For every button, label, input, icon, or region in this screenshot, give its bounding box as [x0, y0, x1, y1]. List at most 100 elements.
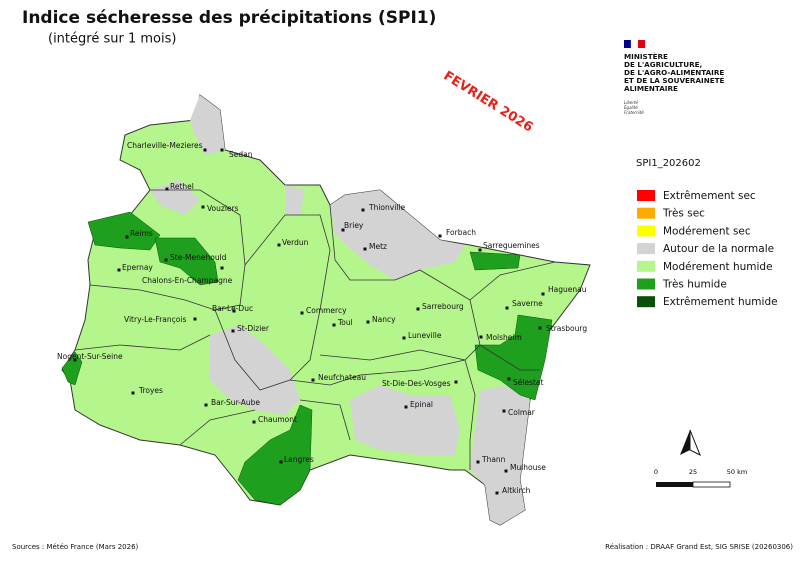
department-borders	[74, 189, 556, 470]
city-dot	[363, 247, 367, 251]
legend-swatch	[637, 278, 655, 290]
legend-label: Extrêmement humide	[663, 296, 778, 308]
city-label: Verdun	[282, 238, 309, 247]
city-label: Molsheim	[486, 333, 522, 342]
legend-swatch	[637, 260, 655, 272]
city-label: Ste-Menehould	[170, 253, 227, 262]
city-label: Strasbourg	[546, 324, 587, 333]
city-label: Forbach	[446, 228, 476, 237]
border	[289, 359, 476, 470]
zone-very-wet	[237, 404, 313, 506]
city-dot	[252, 420, 256, 424]
border	[469, 261, 556, 301]
zone-very-wet	[469, 251, 521, 271]
city-dot	[279, 460, 283, 464]
zone-normal	[350, 385, 460, 455]
scale-label: 25	[689, 468, 697, 476]
city-dot	[341, 228, 345, 232]
logo-line: MINISTÈRE	[624, 52, 668, 61]
city-dot	[507, 377, 511, 381]
city-label: Sarrebourg	[422, 302, 464, 311]
city-dot	[538, 326, 542, 330]
zone-very-wet	[474, 314, 553, 401]
city-label: St-Die-Des-Vosges	[382, 379, 451, 388]
arrow-right	[689, 429, 701, 457]
city-dot	[201, 205, 205, 209]
city-label: Charleville-Mezieres	[127, 141, 203, 150]
city-dot	[165, 187, 169, 191]
city-label: St-Dizier	[237, 324, 270, 333]
logo-motto: Égalité	[624, 105, 638, 110]
city-dot	[204, 403, 208, 407]
city-dot	[220, 148, 224, 152]
logo-line: ALIMENTAIRE	[624, 84, 678, 93]
city-label: Langres	[284, 455, 314, 464]
zone-normal	[330, 190, 465, 280]
city-dot	[164, 258, 168, 262]
flag-red	[638, 40, 645, 48]
city-label: Epinal	[410, 400, 433, 409]
scale-seg	[692, 481, 731, 488]
zone-very-wet	[61, 351, 83, 386]
subtitle: (intégré sur 1 mois)	[48, 32, 176, 47]
legend-label: Très sec	[662, 208, 705, 220]
city-dot	[416, 307, 420, 311]
city-dot	[232, 309, 236, 313]
city-label: Metz	[369, 242, 387, 251]
logo-motto: Liberté	[624, 100, 639, 105]
border	[479, 344, 540, 371]
legend-swatch	[637, 207, 655, 219]
city-label: Neufchateau	[318, 373, 366, 382]
city-dot	[479, 335, 483, 339]
city-label: Thann	[481, 455, 506, 464]
city-dot	[73, 358, 77, 362]
logo-motto: Fraternité	[624, 110, 644, 115]
border	[214, 214, 331, 391]
border	[89, 189, 246, 311]
city-dot	[300, 311, 304, 315]
legend-swatch	[637, 296, 655, 308]
city-dot	[117, 268, 121, 272]
city-dot	[277, 243, 281, 247]
sources: Sources : Météo France (Mars 2026)	[12, 543, 139, 551]
city-dot	[495, 491, 499, 495]
logo-line: DE L'AGRICULTURE,	[624, 60, 702, 69]
city-label: Colmar	[508, 408, 536, 417]
city-dot	[131, 391, 135, 395]
legend-label: Modérement humide	[663, 261, 773, 273]
zone-normal	[210, 325, 300, 415]
normal-zones	[150, 95, 530, 525]
credit: Réalisation : DRAAF Grand Est, SIG SRISE…	[605, 543, 793, 551]
logo-line: ET DE LA SOUVERAINETÉ	[624, 76, 725, 85]
border	[179, 409, 256, 446]
city-label: Vouziers	[207, 204, 239, 213]
zone-normal	[470, 385, 530, 525]
border	[74, 334, 211, 351]
city-dot	[203, 148, 207, 152]
arrow-left	[680, 430, 690, 455]
city-dot	[476, 460, 480, 464]
legend-label: Autour de la normale	[663, 243, 774, 255]
city-dot	[504, 469, 508, 473]
legend-label: Très humide	[662, 279, 727, 291]
city-label: Mulhouse	[510, 463, 546, 472]
city-dot	[402, 336, 406, 340]
city-label: Toul	[337, 318, 353, 327]
border	[299, 399, 351, 441]
city-dot	[361, 208, 365, 212]
city-dot	[220, 266, 224, 270]
city-label: Bar-Sur-Aube	[211, 398, 260, 407]
flag-white	[630, 39, 639, 49]
city-label: Vitry-Le-François	[124, 315, 186, 324]
legend-label: Modérement sec	[663, 225, 751, 237]
ministry-logo	[624, 39, 645, 49]
city-dot	[505, 306, 509, 310]
zone-normal	[285, 185, 305, 215]
city-label: Commercy	[306, 306, 347, 315]
scale-label: 0	[654, 468, 658, 476]
city-label: Nogent-Sur-Seine	[57, 352, 123, 361]
city-dot	[541, 292, 545, 296]
city-label: Sedan	[229, 150, 253, 159]
wet-zones	[61, 211, 553, 506]
legend-swatch	[637, 190, 655, 201]
